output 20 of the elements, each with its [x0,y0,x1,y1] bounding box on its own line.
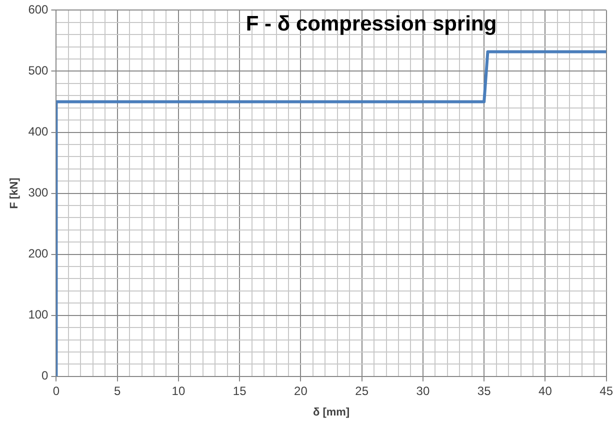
x-tick-label: 30 [416,384,430,398]
y-tick-label: 0 [42,368,49,383]
x-tick-label: 35 [477,384,492,398]
y-axis-title: F [kN] [8,177,21,209]
y-tick-label: 500 [28,64,49,78]
chart-title: F - δ compression spring [246,12,497,36]
y-tick-label: 200 [28,246,49,261]
x-tick-label: 25 [355,384,369,398]
y-tick-label: 600 [28,2,49,17]
y-tick-label: 100 [28,308,49,322]
x-tick-label: 5 [114,384,121,398]
y-tick-label: 400 [28,124,49,139]
x-tick-label: 45 [600,384,614,398]
x-tick-label: 40 [538,384,552,398]
y-tick-label: 300 [28,186,49,200]
x-tick-label: 20 [294,384,308,398]
x-tick-label: 0 [52,384,60,398]
x-tick-label: 15 [232,384,247,398]
x-axis-title: δ [mm] [312,406,350,418]
x-tick-label: 10 [172,384,186,398]
